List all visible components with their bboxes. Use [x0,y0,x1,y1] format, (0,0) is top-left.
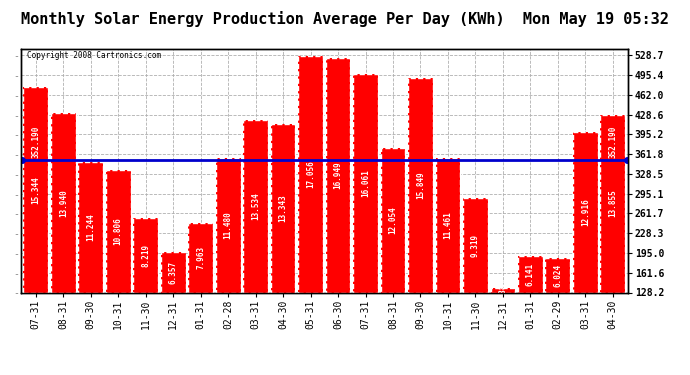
Bar [106,170,130,292]
Bar [161,252,186,292]
Bar [51,113,76,292]
Text: 6.024: 6.024 [553,264,562,287]
Bar [23,87,48,292]
Text: 13.534: 13.534 [251,193,260,220]
Text: 16.061: 16.061 [361,170,370,197]
Text: 11.461: 11.461 [444,211,453,239]
Bar [188,222,213,292]
Bar [518,256,543,292]
Bar [408,78,433,292]
Bar [244,120,268,292]
Text: 11.480: 11.480 [224,211,233,239]
Text: 9.319: 9.319 [471,234,480,256]
Bar [600,115,625,292]
Bar [216,158,241,292]
Bar [546,258,570,292]
Bar [244,120,268,292]
Bar [435,158,460,292]
Bar [326,58,351,292]
Text: 17.056: 17.056 [306,160,315,188]
Text: 15.849: 15.849 [416,171,425,199]
Bar [435,158,460,292]
Text: 12.916: 12.916 [581,198,590,226]
Bar [216,158,241,292]
Bar [79,162,103,292]
Bar [188,222,213,292]
Text: 13.940: 13.940 [59,189,68,217]
Text: 10.806: 10.806 [114,217,123,245]
Text: Monthly Solar Energy Production Average Per Day (KWh)  Mon May 19 05:32: Monthly Solar Energy Production Average … [21,11,669,27]
Text: Copyright 2008 Cartronics.com: Copyright 2008 Cartronics.com [27,51,161,60]
Bar [491,288,515,292]
Text: 16.949: 16.949 [333,161,342,189]
Bar [23,87,48,292]
Bar [161,252,186,292]
Text: 6.141: 6.141 [526,262,535,286]
Text: 352.190: 352.190 [31,126,40,158]
Text: 7.963: 7.963 [196,246,205,269]
Text: 15.344: 15.344 [31,176,40,204]
Bar [408,78,433,292]
Bar [381,147,405,292]
Bar [133,218,158,292]
Bar [270,124,295,292]
Bar [298,56,323,292]
Bar [51,113,76,292]
Bar [491,288,515,292]
Text: 13.855: 13.855 [609,190,618,217]
Bar [353,74,378,292]
Bar [298,56,323,292]
Bar [600,115,625,292]
Text: 11.244: 11.244 [86,214,95,242]
Bar [381,147,405,292]
Bar [353,74,378,292]
Text: 6.357: 6.357 [168,261,178,284]
Bar [463,198,488,292]
Bar [133,218,158,292]
Bar [546,258,570,292]
Bar [518,256,543,292]
Bar [106,170,130,292]
Text: 13.343: 13.343 [279,194,288,222]
Bar [270,124,295,292]
Text: 352.190: 352.190 [609,126,618,158]
Bar [326,58,351,292]
Text: 4.389: 4.389 [498,279,507,302]
Text: 12.054: 12.054 [388,206,397,234]
Bar [573,132,598,292]
Bar [573,132,598,292]
Text: 8.219: 8.219 [141,244,150,267]
Bar [463,198,488,292]
Bar [79,162,103,292]
